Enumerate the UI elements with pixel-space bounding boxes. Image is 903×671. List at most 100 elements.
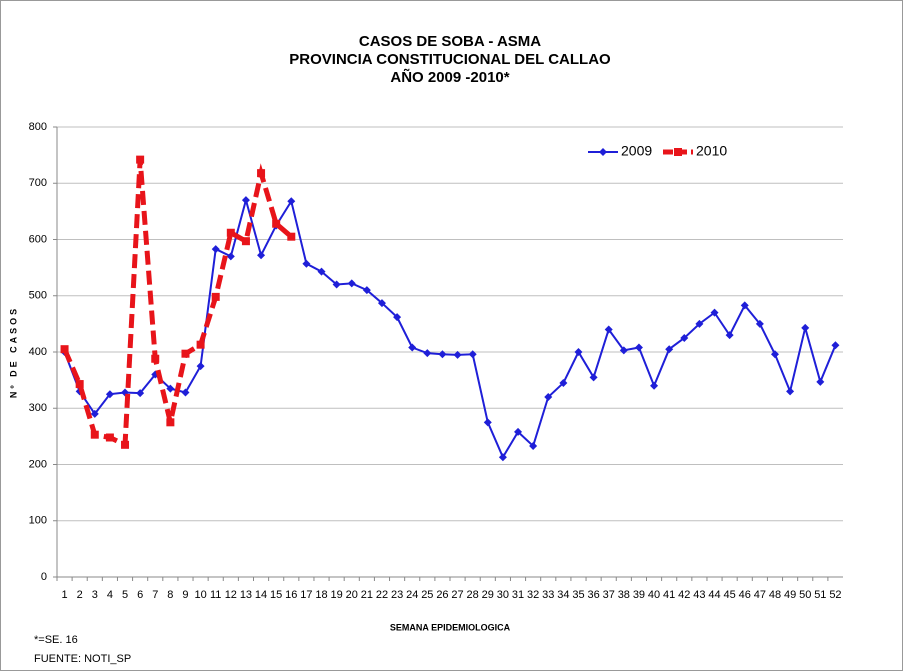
x-tick-label: 38 <box>618 589 630 601</box>
y-tick-label: 600 <box>29 233 47 245</box>
marker <box>226 252 235 261</box>
x-tick-label: 21 <box>361 589 373 601</box>
x-tick-label: 16 <box>285 589 297 601</box>
x-tick-label: 12 <box>225 589 237 601</box>
x-tick-label: 20 <box>346 589 358 601</box>
x-tick-label: 26 <box>436 589 448 601</box>
x-tick-label: 31 <box>512 589 524 601</box>
marker <box>514 427 523 436</box>
y-tick-label: 0 <box>41 571 47 583</box>
x-tick-label: 43 <box>693 589 705 601</box>
x-tick-label: 1 <box>61 589 67 601</box>
y-tick-label: 200 <box>29 458 47 470</box>
marker <box>453 350 462 359</box>
x-tick-label: 50 <box>799 589 811 601</box>
marker <box>650 381 659 390</box>
marker <box>725 331 734 340</box>
x-tick-label: 39 <box>633 589 645 601</box>
x-tick-label: 34 <box>557 589 569 601</box>
y-tick-label: 300 <box>29 402 47 414</box>
x-tick-label: 25 <box>421 589 433 601</box>
series-line <box>63 196 837 460</box>
x-tick-label: 33 <box>542 589 554 601</box>
x-tick-label: 6 <box>137 589 143 601</box>
y-tick-label: 500 <box>29 290 47 302</box>
marker <box>816 377 825 386</box>
series-line <box>62 159 293 449</box>
marker <box>755 319 764 328</box>
marker <box>377 299 386 308</box>
marker <box>211 245 220 254</box>
marker <box>136 155 145 164</box>
marker <box>710 308 719 317</box>
y-tick-label: 800 <box>29 121 47 133</box>
x-tick-label: 4 <box>107 589 113 601</box>
marker <box>181 349 190 358</box>
marker <box>287 232 296 241</box>
marker <box>166 384 175 393</box>
x-tick-label: 17 <box>300 589 312 601</box>
marker <box>332 280 341 289</box>
x-tick-label: 5 <box>122 589 128 601</box>
x-tick-label: 23 <box>391 589 403 601</box>
x-tick-label: 35 <box>572 589 584 601</box>
y-tick-label: 100 <box>29 515 47 527</box>
y-axis-label: Nº DE CASOS <box>8 306 18 398</box>
marker <box>121 440 130 449</box>
x-tick-label: 36 <box>587 589 599 601</box>
marker <box>544 393 553 401</box>
marker <box>196 362 205 371</box>
legend-label: 2009 <box>621 143 652 159</box>
marker <box>695 319 704 328</box>
marker <box>786 387 795 396</box>
marker <box>151 354 160 363</box>
marker <box>90 430 99 439</box>
x-tick-label: 28 <box>467 589 479 601</box>
marker <box>257 251 266 260</box>
x-tick-label: 51 <box>814 589 826 601</box>
marker <box>408 343 417 352</box>
y-tick-label: 400 <box>29 346 47 358</box>
marker <box>105 390 114 399</box>
x-tick-label: 42 <box>678 589 690 601</box>
x-tick-label: 49 <box>784 589 796 601</box>
marker <box>529 441 538 450</box>
marker <box>801 323 810 332</box>
x-tick-label: 41 <box>663 589 675 601</box>
x-tick-label: 15 <box>270 589 282 601</box>
x-tick-label: 9 <box>182 589 188 601</box>
footnote: *=SE. 16 <box>34 634 78 646</box>
x-tick-label: 11 <box>210 589 221 601</box>
marker <box>574 348 583 356</box>
marker <box>257 169 266 178</box>
marker <box>599 148 607 156</box>
x-tick-label: 40 <box>648 589 660 601</box>
x-tick-label: 14 <box>255 589 267 601</box>
legend-label: 2010 <box>696 143 727 159</box>
title-line: AÑO 2009 -2010* <box>390 68 509 86</box>
marker <box>90 409 99 418</box>
x-tick-label: 19 <box>331 589 343 601</box>
x-tick-label: 22 <box>376 589 388 601</box>
x-tick-label: 27 <box>451 589 463 601</box>
x-tick-label: 48 <box>769 589 781 601</box>
marker <box>559 378 568 387</box>
x-tick-label: 8 <box>167 589 173 601</box>
marker <box>665 345 674 354</box>
title-line: PROVINCIA CONSTITUCIONAL DEL CALLAO <box>289 51 611 68</box>
marker <box>60 345 69 354</box>
x-tick-label: 46 <box>739 589 751 601</box>
marker <box>211 292 220 301</box>
footnote: FUENTE: NOTI_SP <box>34 653 131 665</box>
marker <box>166 418 175 427</box>
x-tick-label: 13 <box>240 589 252 601</box>
marker <box>589 373 598 382</box>
x-tick-label: 24 <box>406 589 418 601</box>
x-tick-label: 32 <box>527 589 539 601</box>
x-tick-label: 7 <box>152 589 158 601</box>
marker <box>438 350 447 359</box>
x-tick-label: 44 <box>708 589 720 601</box>
marker <box>498 453 507 462</box>
